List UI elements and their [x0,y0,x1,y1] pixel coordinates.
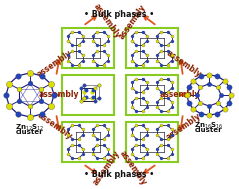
Text: assembly: assembly [92,2,122,41]
Text: assembly: assembly [36,111,74,142]
Text: • Bulk phases •: • Bulk phases • [84,10,154,19]
Bar [126,122,178,162]
Text: • Bulk phases •: • Bulk phases • [84,170,154,179]
Text: assembly: assembly [118,2,148,41]
Text: assembly: assembly [165,48,203,79]
Text: assembly: assembly [92,148,122,187]
Text: assembly: assembly [39,91,79,99]
Text: cluster: cluster [195,127,223,133]
Text: assembly: assembly [160,91,200,99]
Bar [62,75,114,115]
Text: assembly: assembly [118,148,148,187]
Text: assembly: assembly [36,48,74,79]
Text: •: • [117,175,121,180]
Bar [62,28,114,68]
Text: assembly: assembly [165,111,203,142]
Bar [126,28,178,68]
Text: •: • [117,9,121,14]
Bar [62,122,114,162]
Text: cluster: cluster [16,129,44,135]
Bar [126,75,178,115]
Text: Zn$_{12}$S$_{12}$: Zn$_{12}$S$_{12}$ [15,122,45,133]
Text: Zn$_{16}$S$_{16}$: Zn$_{16}$S$_{16}$ [194,121,224,131]
